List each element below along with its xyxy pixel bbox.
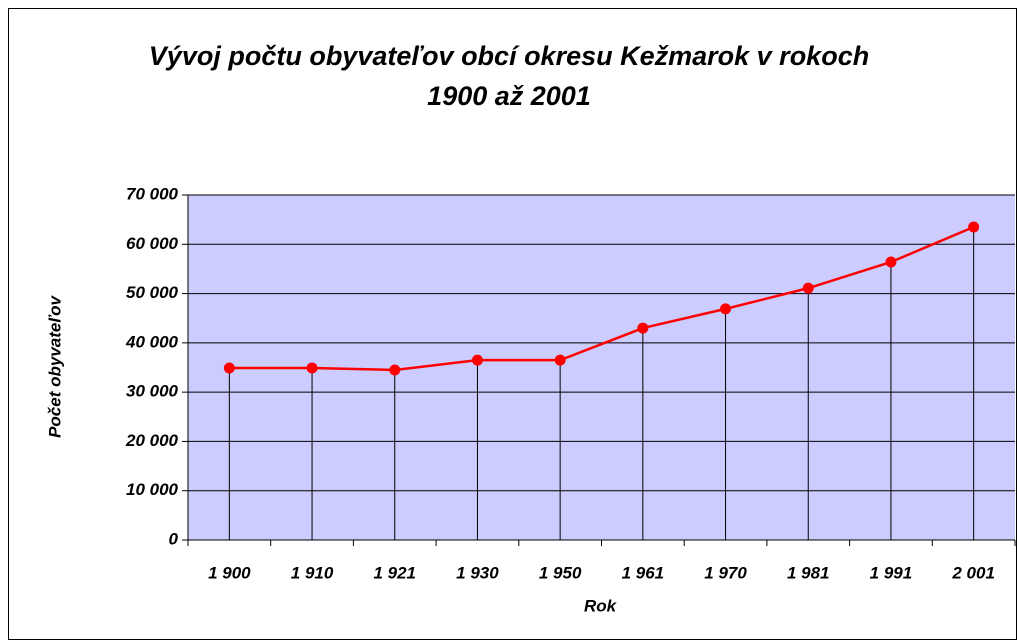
x-axis-label: Rok (584, 596, 618, 615)
y-tick-label: 20 000 (125, 431, 179, 450)
x-tick-label: 2 001 (951, 563, 995, 582)
data-point (471, 354, 483, 366)
y-tick-label: 50 000 (126, 283, 179, 302)
x-tick-label: 1 991 (870, 563, 913, 582)
x-tick-label: 1 930 (456, 563, 499, 582)
data-point (720, 303, 732, 315)
x-tick-label: 1 961 (622, 563, 665, 582)
x-tick-label: 1 921 (373, 563, 416, 582)
data-point (554, 354, 566, 366)
data-point (637, 322, 649, 334)
y-tick-label: 10 000 (126, 480, 179, 499)
data-point (968, 221, 980, 233)
x-tick-label: 1 970 (704, 563, 747, 582)
data-point (885, 256, 897, 268)
series-line (229, 225, 975, 372)
x-tick-label: 1 900 (208, 563, 251, 582)
x-tick-label: 1 981 (787, 563, 830, 582)
data-point (223, 362, 235, 374)
data-point (306, 362, 318, 374)
y-tick-label: 70 000 (126, 184, 179, 203)
x-tick-label: 1 950 (539, 563, 582, 582)
data-point (389, 364, 401, 376)
chart-title: Vývoj počtu obyvateľov obcí okresu Kežma… (148, 41, 870, 111)
y-tick-label: 0 (169, 529, 179, 548)
data-point (802, 282, 814, 294)
y-axis-label: Počet obyvateľov (45, 295, 64, 438)
y-tick-label: 30 000 (126, 382, 179, 401)
y-tick-label: 40 000 (125, 332, 179, 351)
y-tick-label: 60 000 (126, 234, 179, 253)
x-tick-label: 1 910 (291, 563, 334, 582)
